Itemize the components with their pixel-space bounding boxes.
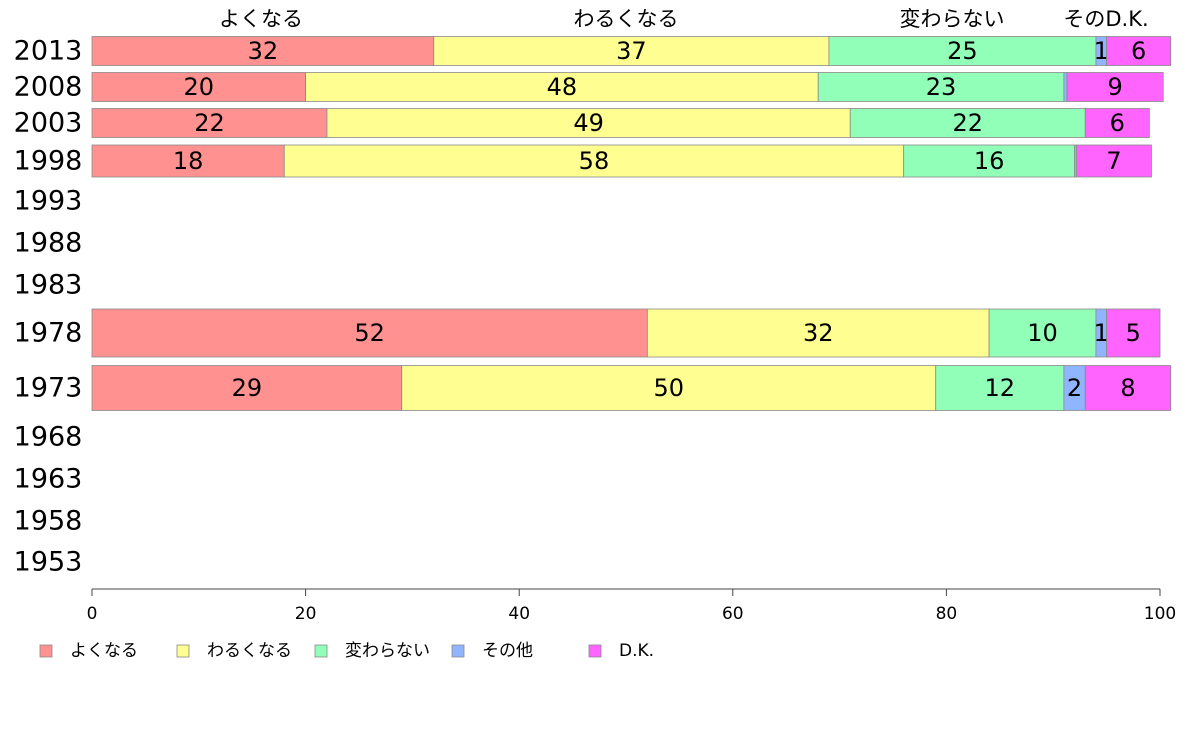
data-label: 23 (926, 73, 957, 101)
x-tick-label: 80 (936, 604, 958, 624)
year-label: 1993 (14, 186, 83, 217)
data-label: 29 (232, 374, 263, 402)
data-label: 50 (653, 374, 684, 402)
data-label: 22 (194, 109, 225, 137)
bar-segment (283, 144, 905, 178)
data-label: 32 (803, 319, 834, 347)
legend-label: よくなる (70, 641, 138, 661)
bar-segment (91, 144, 285, 178)
bar-segment (1106, 308, 1161, 358)
bar-segment (828, 36, 1097, 66)
x-tick-label: 100 (1144, 604, 1176, 624)
bar-segment (935, 365, 1065, 411)
top-label: よくなる (219, 7, 303, 31)
top-labels: よくなる わるくなる 変わらない そのD.K. (219, 7, 1149, 31)
bar-segment (91, 308, 648, 358)
data-label: 32 (248, 37, 279, 65)
bar-segment (91, 108, 328, 138)
year-label: 2003 (14, 108, 83, 139)
year-label: 1958 (14, 506, 83, 537)
bar-segment (91, 36, 435, 66)
data-label: 5 (1126, 319, 1141, 347)
bar-segment (91, 72, 307, 102)
bar-segment (1084, 108, 1150, 138)
year-label: 2013 (14, 36, 83, 67)
year-label: 1973 (14, 373, 83, 404)
year-label: 1968 (14, 422, 83, 453)
data-label: 1 (1094, 37, 1109, 65)
x-axis: 0 20 40 60 80 100 (87, 588, 1176, 624)
data-label: 10 (1027, 319, 1058, 347)
legend-label: その他 (482, 641, 533, 661)
top-label: わるくなる (574, 7, 679, 31)
data-label: 20 (184, 73, 215, 101)
data-label: 7 (1106, 147, 1121, 175)
bar-segment (1063, 72, 1068, 102)
legend-swatch (39, 644, 53, 658)
data-label: 1 (1094, 319, 1109, 347)
top-label: そのD.K. (1063, 7, 1148, 31)
bar-segment (817, 72, 1065, 102)
data-label: 18 (173, 147, 204, 175)
bar-segment (1076, 144, 1152, 178)
legend: よくなる わるくなる 変わらない その他 D.K. (39, 641, 654, 661)
legend-swatch (451, 644, 465, 658)
bar-segment (305, 72, 819, 102)
bar-segment (433, 36, 830, 66)
x-tick-label: 0 (87, 604, 98, 624)
bar-segment (1106, 36, 1172, 66)
x-tick-label: 40 (508, 604, 530, 624)
data-label: 12 (985, 374, 1016, 402)
year-label: 1988 (14, 228, 83, 259)
legend-swatch (314, 644, 328, 658)
year-label: 1953 (14, 547, 83, 578)
bar-segment (903, 144, 1075, 178)
bar-segment (1084, 365, 1172, 411)
data-label: 8 (1120, 374, 1135, 402)
data-label: 2 (1067, 374, 1082, 402)
legend-label: わるくなる (207, 641, 292, 661)
data-label: 25 (947, 37, 978, 65)
bar-segment (849, 108, 1086, 138)
bars: 32 37 25 1 620 48 23 922 49 22 618 58 16 752 32 10 1 529 5… (91, 36, 1172, 411)
data-label: 58 (579, 147, 610, 175)
x-tick-label: 60 (722, 604, 744, 624)
year-label: 1963 (14, 464, 83, 495)
top-label: 変わらない (900, 7, 1005, 31)
year-label: 1978 (14, 318, 83, 349)
data-label: 6 (1110, 109, 1125, 137)
data-label: 22 (952, 109, 983, 137)
data-label: 9 (1108, 73, 1123, 101)
data-label: 6 (1131, 37, 1146, 65)
bar-segment (401, 365, 937, 411)
bar-segment (1066, 72, 1164, 102)
legend-swatch (176, 644, 190, 658)
legend-swatch (588, 644, 602, 658)
legend-label: 変わらない (345, 641, 430, 661)
year-label: 2008 (14, 72, 83, 103)
year-label: 1983 (14, 270, 83, 301)
data-label: 52 (354, 319, 385, 347)
bar-segment (91, 365, 403, 411)
data-label: 16 (974, 147, 1005, 175)
year-label: 1998 (14, 146, 83, 177)
year-labels: 2013 2008 2003 1998 1993 1988 1983 1978 1973 1968… (14, 36, 83, 578)
data-label: 37 (616, 37, 647, 65)
x-tick-label: 20 (295, 604, 317, 624)
bar-segment (646, 308, 990, 358)
data-label: 48 (547, 73, 578, 101)
bar-segment (988, 308, 1097, 358)
data-label: 49 (573, 109, 604, 137)
legend-label: D.K. (619, 641, 654, 661)
